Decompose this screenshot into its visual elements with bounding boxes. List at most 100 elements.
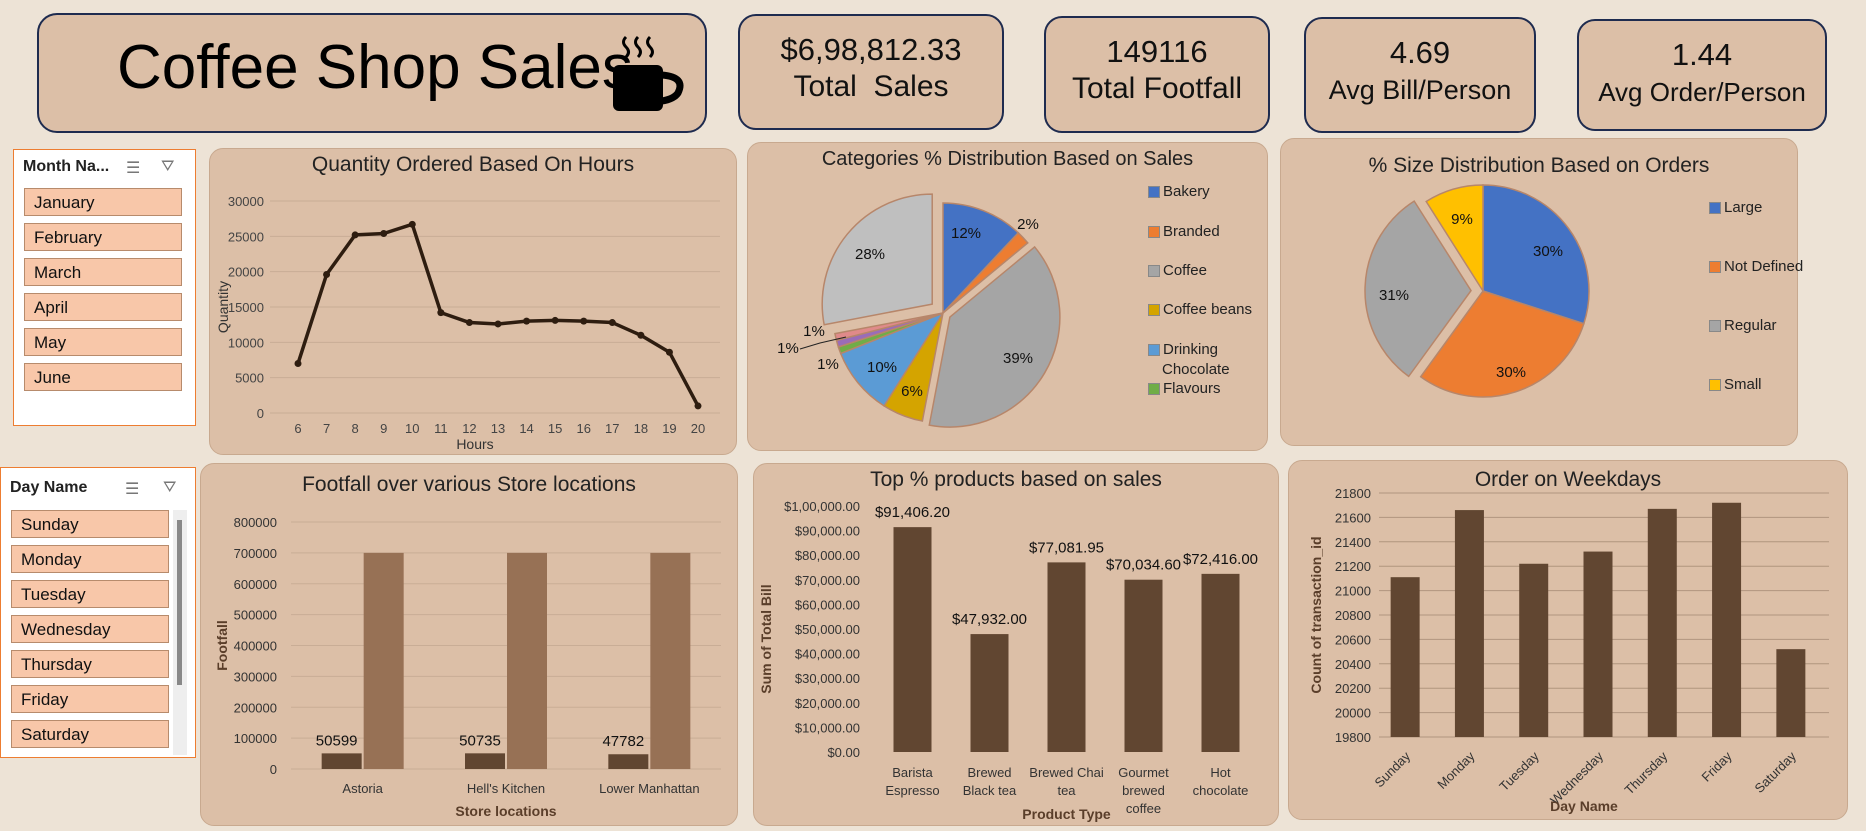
y-tick-label: $90,000.00 xyxy=(795,524,860,539)
bar-secondary xyxy=(507,552,547,769)
x-tick-label: 12 xyxy=(462,421,476,436)
bar-weekday xyxy=(1712,502,1742,737)
data-label: $72,416.00 xyxy=(1183,551,1258,568)
legend-swatch xyxy=(1148,383,1160,396)
clear-filter-icon[interactable]: ⛛ xyxy=(163,479,177,496)
data-point xyxy=(465,319,473,327)
month-slicer-header: Month Na... xyxy=(23,158,110,175)
legend-label: Coffee beans xyxy=(1163,301,1252,318)
data-label: 47782 xyxy=(602,733,644,750)
hours-chart-card: Quantity Ordered Based On Hours 0 5000 100… xyxy=(209,148,737,455)
kpi-label: Avg Order/Person xyxy=(1598,77,1806,107)
y-tick-label: 300000 xyxy=(234,669,277,684)
dashboard-title: Coffee Shop Sales xyxy=(117,33,633,102)
day-item-friday[interactable]: Friday xyxy=(11,685,169,713)
slice-value-label: 28% xyxy=(855,246,885,263)
x-tick-label: tea xyxy=(1057,783,1076,798)
x-axis-label: Hours xyxy=(456,436,493,452)
data-point xyxy=(523,317,531,325)
day-item-tuesday[interactable]: Tuesday xyxy=(11,580,169,608)
pie-slice-small xyxy=(1425,184,1484,294)
month-item-may[interactable]: May xyxy=(24,328,182,356)
data-point xyxy=(665,348,673,356)
y-tick-label: 25000 xyxy=(228,229,264,244)
x-tick-label: 6 xyxy=(294,421,301,436)
legend-swatch xyxy=(1709,261,1721,274)
y-tick-label: 20000 xyxy=(228,265,264,280)
slicer-scrollbar[interactable] xyxy=(173,510,187,755)
pie-slice-not-defined xyxy=(1419,290,1585,398)
pie-slice-bakery xyxy=(942,202,1020,315)
legend-swatch xyxy=(1148,226,1160,239)
data-point xyxy=(351,231,359,239)
day-item-monday[interactable]: Monday xyxy=(11,545,169,573)
x-tick-label: Monday xyxy=(1434,748,1478,792)
x-axis-label: Product Type xyxy=(1022,806,1111,822)
y-tick-label: $1,00,000.00 xyxy=(784,499,860,514)
pie-slice-branded xyxy=(942,231,1029,314)
slice-value-label: 1% xyxy=(803,323,825,340)
bar-weekday xyxy=(1390,577,1420,737)
legend-item: Coffee xyxy=(1148,262,1207,279)
x-tick-label: 13 xyxy=(491,421,505,436)
chart-title: % Size Distribution Based on Orders xyxy=(1368,154,1710,177)
slice-value-label: 12% xyxy=(951,225,981,242)
slice-value-label: 30% xyxy=(1533,243,1563,260)
sizes-chart-card: % Size Distribution Based on Orders 30% 3… xyxy=(1280,138,1803,446)
kpi-label: Total Sales xyxy=(793,70,949,103)
products-chart-card: Top % products based on sales $0.00 $10,0… xyxy=(753,463,1279,826)
month-item-february[interactable]: February xyxy=(24,223,182,251)
slicer-scrollbar-thumb[interactable] xyxy=(177,520,182,685)
month-item-june[interactable]: June xyxy=(24,363,182,391)
clear-filter-icon[interactable]: ⛛ xyxy=(161,158,175,175)
footfall-bar-chart: 0 100000 200000 300000 400000 500000 600000 700… xyxy=(214,515,721,819)
legend-swatch xyxy=(1709,320,1721,333)
slice-value-label: 31% xyxy=(1379,287,1409,304)
data-point xyxy=(380,230,388,238)
day-item-sunday[interactable]: Sunday xyxy=(11,510,169,538)
y-tick-label: 0 xyxy=(257,406,264,421)
x-tick-label: brewed xyxy=(1122,783,1165,798)
legend-swatch xyxy=(1148,186,1160,199)
day-slicer-header: Day Name xyxy=(10,479,88,496)
x-tick-label: Lower Manhattan xyxy=(599,781,699,796)
legend-label: Coffee xyxy=(1163,262,1207,279)
pie-slice-packaged-chocolate xyxy=(834,312,944,342)
legend-label: Small xyxy=(1724,376,1762,393)
x-tick-label: 19 xyxy=(662,421,676,436)
day-item-saturday[interactable]: Saturday xyxy=(11,720,169,748)
kpi-avg-bill: 4.69 Avg Bill/Person xyxy=(1304,17,1536,133)
day-item-thursday[interactable]: Thursday xyxy=(11,650,169,678)
x-tick-label: 9 xyxy=(380,421,387,436)
day-item-wednesday[interactable]: Wednesday xyxy=(11,615,169,643)
month-item-january[interactable]: January xyxy=(24,188,182,216)
y-tick-label: 15000 xyxy=(228,300,264,315)
bar-secondary xyxy=(650,552,691,769)
y-tick-label: 500000 xyxy=(234,608,277,623)
legend-swatch xyxy=(1148,304,1160,317)
legend-label: Large xyxy=(1724,199,1763,216)
kpi-label: Total Footfall xyxy=(1071,72,1243,105)
month-item-march[interactable]: March xyxy=(24,258,182,286)
legend-label: Not Defined xyxy=(1724,258,1804,275)
bar-footfall xyxy=(321,753,362,769)
multi-select-icon[interactable]: ☰ xyxy=(126,160,141,177)
sizes-pie-chart: 30% 30% 31% 9% xyxy=(1364,184,1590,398)
y-axis-label: Count of transaction_id xyxy=(1308,536,1324,693)
slice-value-label: 39% xyxy=(1003,350,1033,367)
kpi-total-footfall: 149116 Total Footfall xyxy=(1044,16,1270,133)
bar-secondary xyxy=(363,552,404,769)
bar-weekday xyxy=(1519,563,1549,737)
multi-select-icon[interactable]: ☰ xyxy=(125,481,140,498)
x-tick-label: chocolate xyxy=(1193,783,1249,798)
slice-value-label: 1% xyxy=(817,356,839,373)
y-tick-label: 19800 xyxy=(1335,730,1371,745)
legend-item: Large xyxy=(1709,199,1762,216)
y-axis-label: Sum of Total Bill xyxy=(758,584,774,693)
legend-item: Regular xyxy=(1709,317,1777,334)
legend-item: Small xyxy=(1709,376,1762,393)
legend-item: Bakery xyxy=(1148,183,1210,200)
data-point xyxy=(694,402,702,410)
x-tick-label: Black tea xyxy=(963,783,1017,798)
month-item-april[interactable]: April xyxy=(24,293,182,321)
